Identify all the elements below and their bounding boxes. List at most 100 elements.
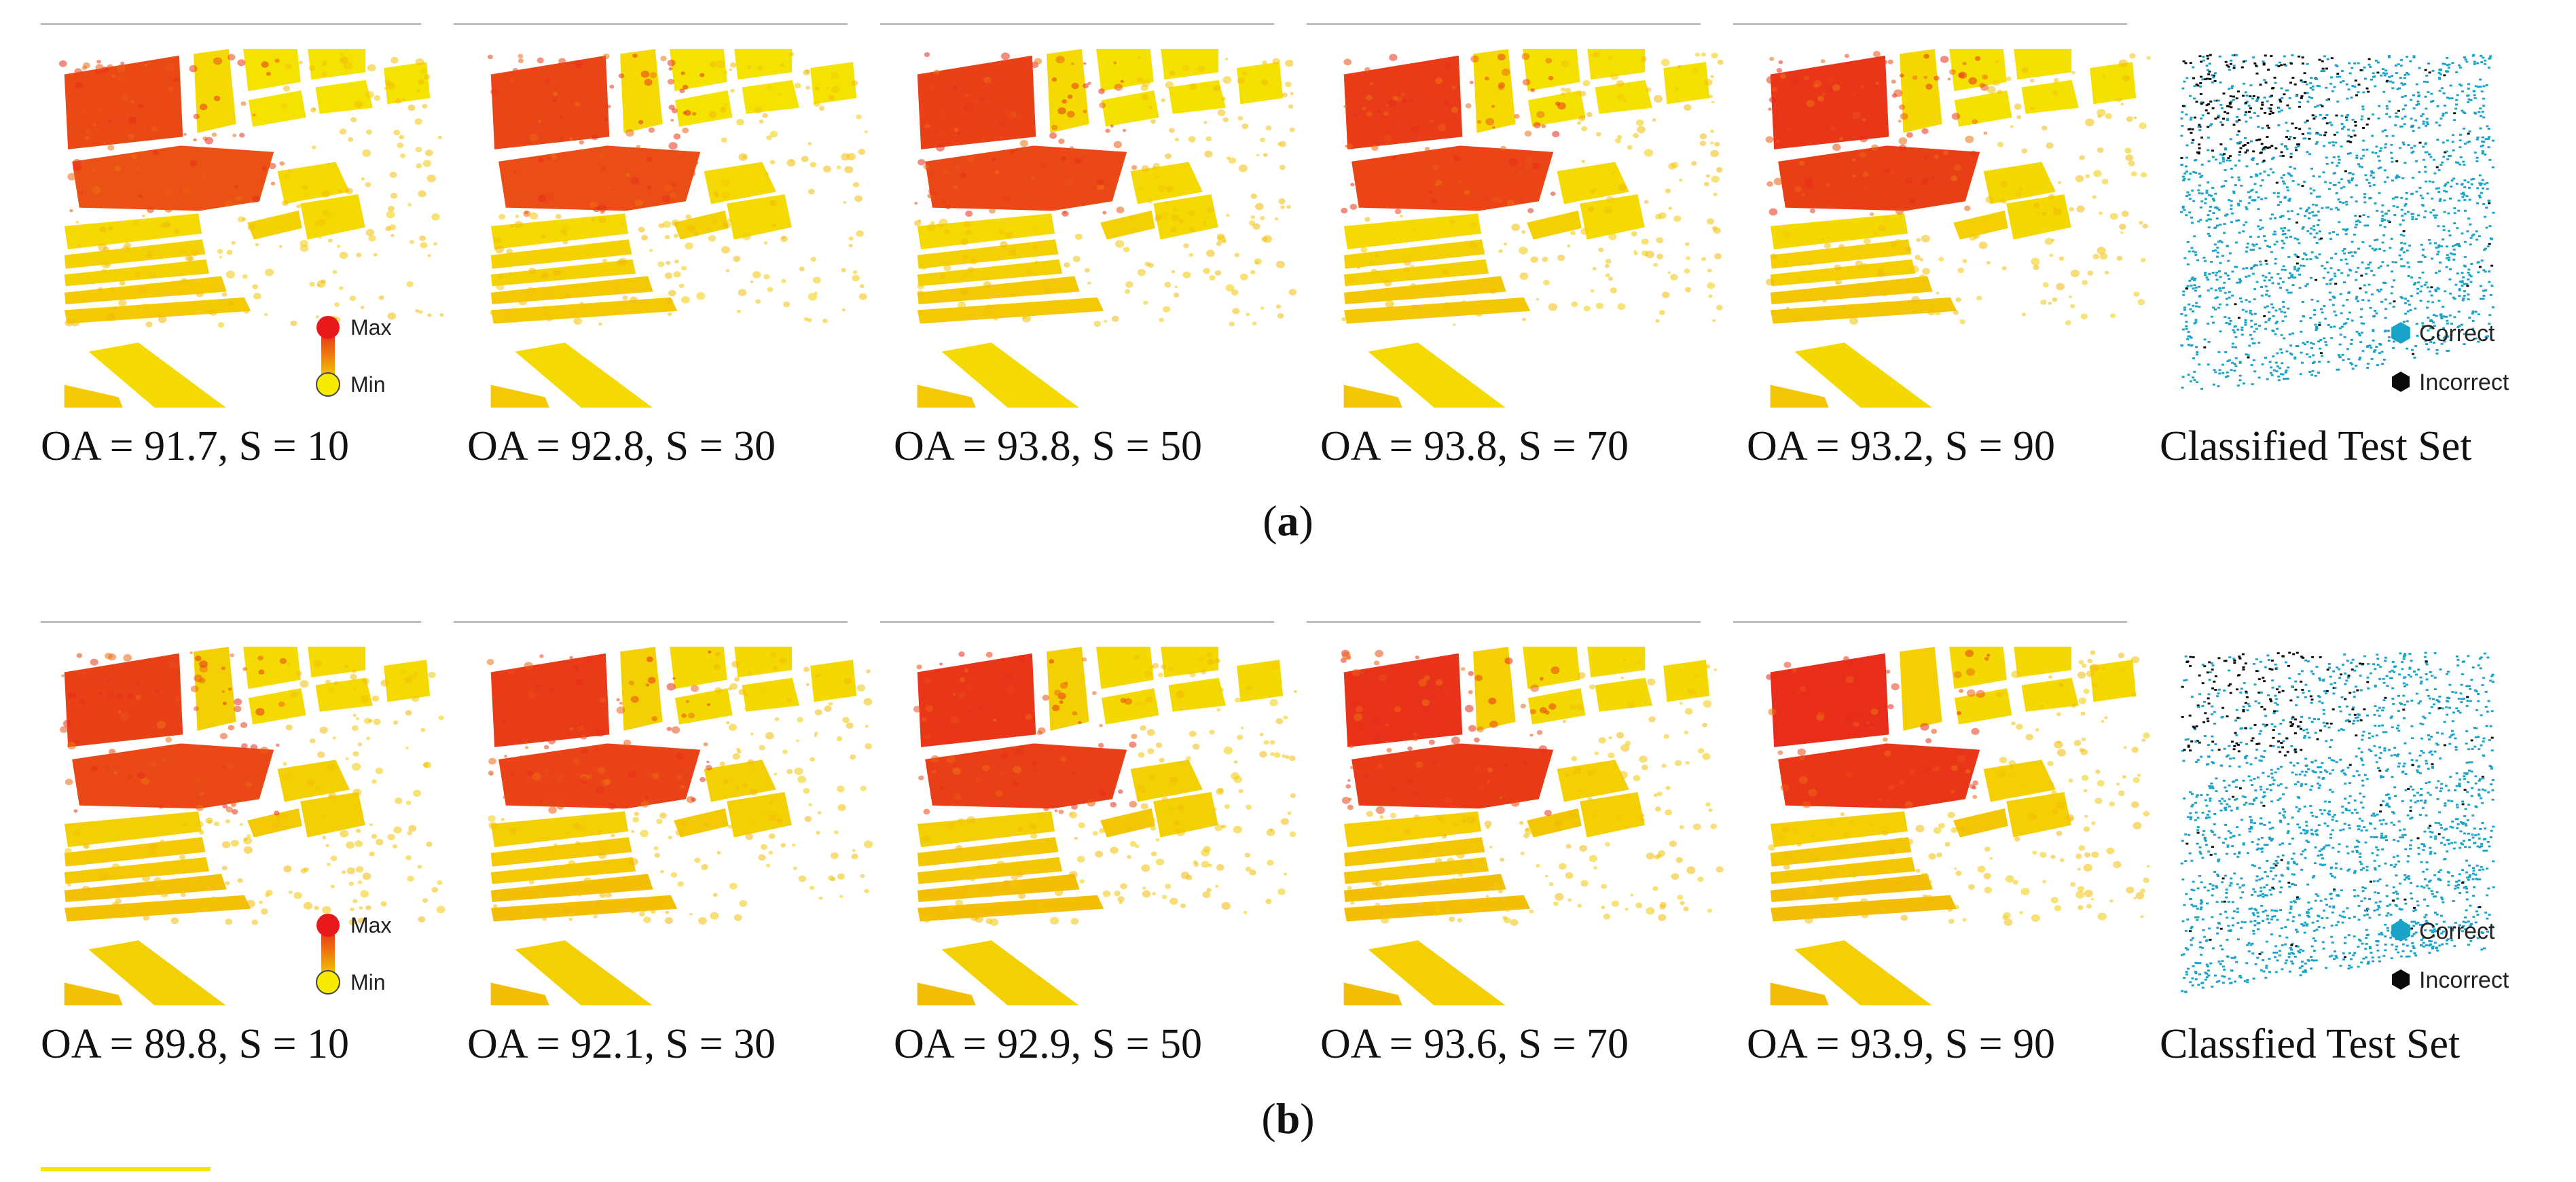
speckle xyxy=(65,848,71,854)
speckle xyxy=(228,54,235,60)
correct-pixel xyxy=(2392,198,2395,200)
correct-pixel xyxy=(2355,365,2357,367)
correct-pixel xyxy=(2442,115,2444,117)
speckle xyxy=(1158,673,1163,677)
correct-pixel xyxy=(2245,310,2248,312)
speckle xyxy=(1544,711,1549,715)
speckle xyxy=(819,106,824,111)
correct-pixel xyxy=(2360,829,2363,831)
speckle xyxy=(801,156,809,162)
speckle xyxy=(239,132,244,137)
speckle xyxy=(1843,787,1848,791)
speckle xyxy=(1514,114,1519,119)
speckle xyxy=(622,296,628,300)
incorrect-pixel xyxy=(2300,97,2303,99)
speckle xyxy=(371,834,378,839)
speckle xyxy=(1984,657,1989,661)
speckle xyxy=(322,906,331,914)
speckle xyxy=(641,71,650,78)
correct-pixel xyxy=(2459,281,2462,283)
correct-pixel xyxy=(2312,190,2315,192)
speckle xyxy=(1442,834,1447,838)
correct-pixel xyxy=(2322,118,2325,120)
speckle xyxy=(2052,90,2058,96)
correct-pixel xyxy=(2237,177,2240,179)
incorrect-pixel xyxy=(2295,149,2298,151)
correct-pixel xyxy=(2208,273,2211,275)
speckle xyxy=(917,283,924,289)
speckle xyxy=(544,769,548,772)
speckle xyxy=(83,62,90,69)
speckle xyxy=(1796,691,1800,695)
speckle xyxy=(1180,903,1186,908)
correct-pixel xyxy=(2366,224,2369,226)
speckle xyxy=(2133,822,2141,829)
speckle xyxy=(860,874,865,878)
speckle xyxy=(1627,701,1635,708)
speckle xyxy=(348,794,354,799)
correct-pixel xyxy=(2383,747,2386,749)
correct-pixel xyxy=(2442,226,2445,228)
correct-pixel xyxy=(2223,282,2226,284)
speckle xyxy=(781,279,786,283)
speckle xyxy=(1971,728,1979,735)
correct-pixel xyxy=(2255,174,2257,176)
speckle xyxy=(1909,198,1915,203)
correct-pixel xyxy=(2344,230,2347,232)
correct-pixel xyxy=(2467,272,2470,274)
correct-pixel xyxy=(2448,64,2451,66)
speckle xyxy=(630,297,638,304)
correct-pixel xyxy=(2306,209,2308,211)
incorrect-pixel xyxy=(2403,230,2406,232)
correct-pixel xyxy=(2367,216,2370,218)
speckle xyxy=(513,171,518,174)
speckle xyxy=(1203,121,1207,124)
speckle xyxy=(1174,821,1180,825)
correct-pixel xyxy=(2367,363,2370,365)
correct-pixel xyxy=(2326,163,2329,165)
correct-pixel xyxy=(2310,192,2312,194)
correct-pixel xyxy=(2488,314,2491,316)
speckle xyxy=(1849,661,1853,665)
correct-pixel xyxy=(2375,145,2378,147)
correct-pixel xyxy=(2219,330,2222,332)
correct-pixel xyxy=(2472,54,2475,56)
correct-pixel xyxy=(2239,361,2242,363)
correct-pixel xyxy=(2410,118,2413,120)
speckle xyxy=(2086,904,2092,909)
speckle xyxy=(209,309,217,316)
speckle xyxy=(437,880,442,885)
speckle xyxy=(656,819,662,824)
speckle xyxy=(1422,700,1430,706)
speckle xyxy=(1133,654,1140,660)
incorrect-pixel xyxy=(2233,124,2236,126)
correct-pixel xyxy=(2316,141,2319,143)
speckle xyxy=(547,194,555,200)
correct-pixel xyxy=(2351,179,2353,181)
correct-pixel xyxy=(2317,300,2319,302)
speckle xyxy=(657,262,664,268)
incorrect-pixel xyxy=(2247,357,2250,359)
speckle xyxy=(1768,709,1776,715)
correct-pixel xyxy=(2320,308,2323,310)
speckle xyxy=(1959,826,1965,831)
speckle xyxy=(344,665,348,668)
correct-pixel xyxy=(2235,242,2238,244)
speckle xyxy=(930,221,935,224)
speckle xyxy=(1165,154,1172,160)
speckle xyxy=(1784,260,1789,264)
incorrect-pixel xyxy=(2200,93,2202,95)
speckle xyxy=(604,778,611,785)
speckle xyxy=(1804,177,1813,184)
speckle xyxy=(385,226,391,231)
correct-pixel xyxy=(2221,185,2224,187)
speckle xyxy=(1519,172,1523,175)
speckle xyxy=(98,243,107,251)
correct-pixel xyxy=(2437,191,2440,193)
correct-pixel xyxy=(2362,140,2365,142)
correct-pixel xyxy=(2241,327,2243,329)
speckle xyxy=(1537,730,1543,735)
speckle xyxy=(199,830,204,835)
incorrect-pixel xyxy=(2296,221,2298,223)
correct-pixel xyxy=(2381,261,2384,263)
